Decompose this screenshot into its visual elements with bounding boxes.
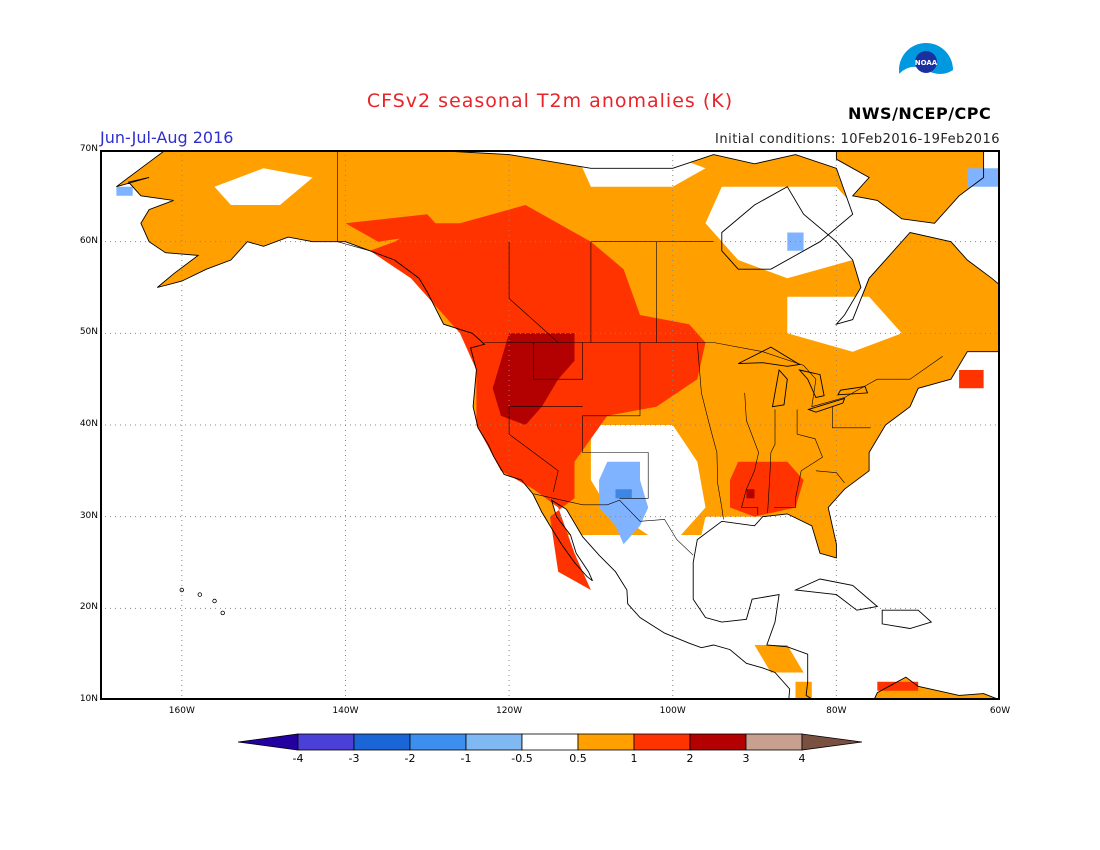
colorbar-label: 2: [686, 752, 694, 765]
border-14: [508, 241, 559, 343]
lon-label-140W: 140W: [332, 706, 359, 716]
colorbar: [238, 733, 862, 751]
border-8: [741, 392, 759, 515]
near-normal-region-5: [689, 516, 804, 627]
colorbar-segment-7: [689, 733, 747, 751]
map-frame: [100, 150, 1000, 700]
colorbar-segment-4: [521, 733, 579, 751]
border-12: [815, 470, 845, 483]
central-america-warm-1: [795, 681, 812, 700]
anomaly-region-4: [345, 214, 444, 242]
anomaly-region-2: [730, 461, 804, 517]
border-9: [767, 409, 776, 514]
central-america-warm-0: [754, 645, 804, 673]
border-5: [508, 406, 559, 492]
coastline-6: [771, 369, 788, 408]
noaa-logo-icon: NOAA: [897, 41, 955, 100]
initial-conditions: Initial conditions: 10Feb2016-19Feb2016: [715, 132, 1000, 147]
border-10: [774, 409, 823, 508]
border-0: [337, 150, 371, 252]
hawaii-island-3: [220, 610, 225, 616]
colorbar-label: -3: [348, 752, 360, 765]
colorbar-segment-1: [353, 733, 411, 751]
lat-label-70N: 70N: [79, 144, 98, 154]
hawaii-island-2: [212, 598, 217, 604]
lon-label-160W: 160W: [168, 706, 195, 716]
near-normal-region-2: [705, 186, 870, 279]
colorbar-label: -1: [460, 752, 472, 765]
lon-label-100W: 100W: [659, 706, 686, 716]
border-7: [697, 342, 724, 520]
colorbar-label: 1: [630, 752, 638, 765]
colorbar-segment-6: [633, 733, 691, 751]
colorbar-label: -4: [292, 752, 304, 765]
anomaly-region-8: [615, 489, 632, 499]
colorbar-segment-5: [577, 733, 635, 751]
anomaly-region-3: [746, 489, 755, 499]
colorbar-label: 0.5: [569, 752, 587, 765]
lat-label-40N: 40N: [79, 419, 98, 429]
lat-label-10N: 10N: [79, 694, 98, 704]
anomaly-region-10: [116, 186, 133, 196]
coastline-3: [881, 609, 933, 629]
lat-label-60N: 60N: [79, 235, 98, 246]
agency-label: NWS/NCEP/CPC: [848, 104, 992, 123]
coastline-4: [873, 676, 1000, 700]
coastline-8: [807, 397, 846, 413]
border-11: [831, 406, 871, 429]
lon-label-120W: 120W: [496, 706, 523, 716]
lat-label-20N: 20N: [79, 602, 98, 613]
hawaii-island-1: [197, 592, 203, 597]
coastline-9: [837, 386, 869, 396]
coastline-2: [793, 578, 879, 611]
coastline-1: [835, 150, 985, 224]
colorbar-min-arrow: [238, 733, 299, 751]
coastline-outlines: [116, 150, 1000, 700]
lat-label-50N: 50N: [79, 327, 98, 338]
forecast-period: Jun-Jul-Aug 2016: [100, 128, 234, 147]
coastline-7: [798, 369, 825, 399]
anomaly-region-6: [877, 681, 919, 691]
anomaly-map: [100, 150, 1000, 700]
lon-label-60W: 60W: [989, 706, 1011, 716]
border-2: [533, 493, 694, 556]
border-1: [484, 342, 943, 408]
lat-label-30N: 30N: [79, 510, 98, 521]
map-title: CFSv2 seasonal T2m anomalies (K): [366, 90, 734, 112]
hawaii-island-0: [179, 587, 185, 593]
colorbar-label: -2: [404, 752, 416, 765]
coastline-5: [737, 346, 801, 367]
warm-land-1: [836, 150, 984, 224]
colorbar-segment-3: [465, 733, 523, 751]
colorbar-segment-8: [745, 733, 803, 751]
colorbar-segment-2: [409, 733, 467, 751]
colorbar-label: -0.5: [511, 752, 533, 765]
border-3: [582, 342, 649, 499]
colorbar-max-arrow: [801, 733, 862, 751]
near-normal-region-3: [787, 296, 902, 352]
near-normal-region-0: [214, 168, 313, 205]
colorbar-segment-0: [297, 733, 355, 751]
colorbar-label: 3: [742, 752, 750, 765]
coastline-0: [116, 150, 1000, 700]
colorbar-label: 4: [798, 752, 806, 765]
border-4: [533, 342, 584, 380]
anomaly-region-7: [599, 461, 649, 545]
logo-text: NOAA: [915, 59, 938, 67]
lon-label-80W: 80W: [826, 706, 847, 716]
anomaly-region-5: [959, 370, 984, 389]
